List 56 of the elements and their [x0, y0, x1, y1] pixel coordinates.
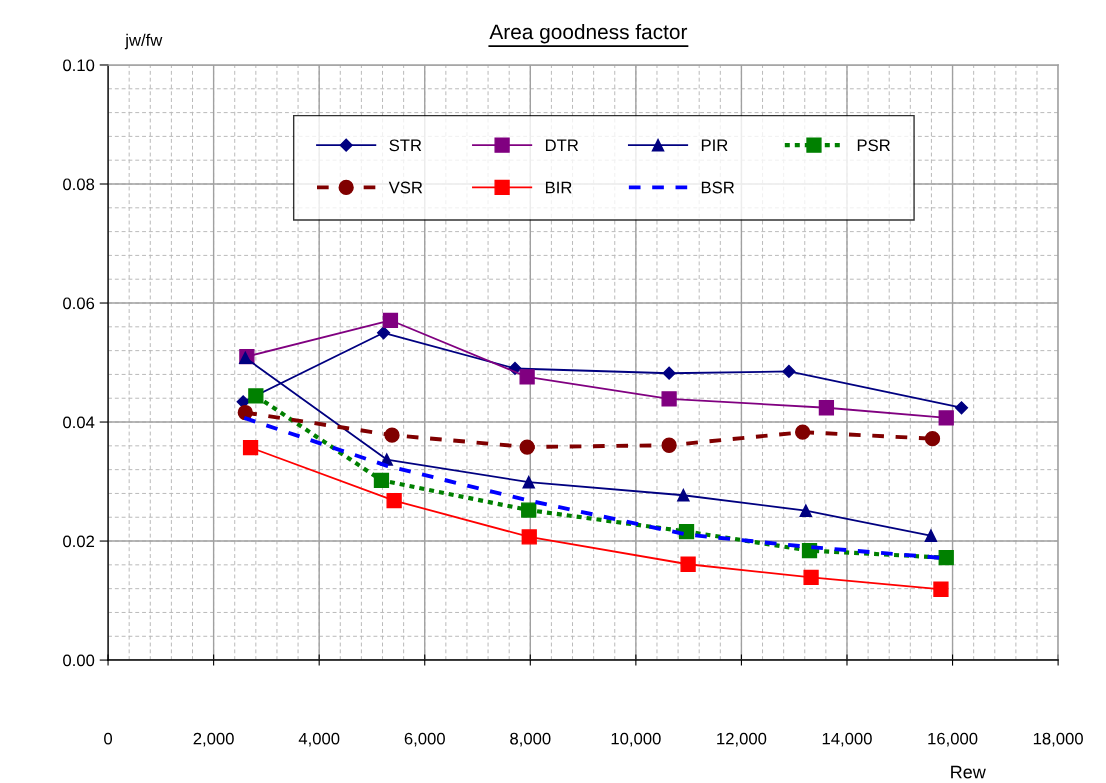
- legend-label: DTR: [545, 139, 579, 152]
- legend-label: PSR: [857, 139, 890, 152]
- point: [938, 550, 954, 566]
- y-axis-title: jw/fw: [124, 33, 163, 50]
- point: [521, 529, 537, 545]
- point: [519, 439, 535, 455]
- legend-label: PIR: [701, 139, 728, 152]
- point: [680, 556, 696, 572]
- x-tick-label: 4,000: [298, 732, 340, 747]
- point: [521, 502, 537, 518]
- point: [662, 366, 676, 380]
- y-tick-label: 0.02: [63, 535, 95, 548]
- x-tick-label: 18,000: [1033, 732, 1083, 747]
- point: [799, 504, 813, 517]
- point: [386, 492, 402, 509]
- point: [242, 439, 259, 456]
- y-tick-label: 0.06: [63, 297, 95, 310]
- point: [384, 427, 400, 443]
- x-tick-label: 16,000: [928, 732, 978, 747]
- point: [795, 424, 811, 440]
- y-tick-label: 0.00: [63, 654, 95, 667]
- point: [803, 569, 819, 585]
- point: [376, 326, 391, 340]
- y-tick-label: 0.08: [63, 178, 95, 191]
- point: [954, 401, 969, 415]
- legend-label: BIR: [545, 181, 572, 194]
- point: [661, 437, 677, 453]
- x-tick-label: 14,000: [822, 732, 872, 747]
- point: [818, 400, 835, 416]
- x-tick-label: 6,000: [404, 732, 445, 747]
- x-tick-label: 0: [104, 732, 113, 745]
- chart-title: Area goodness factor: [489, 23, 688, 44]
- point: [248, 388, 264, 404]
- point: [938, 410, 954, 426]
- point: [678, 523, 695, 540]
- x-axis-title: Rew: [951, 765, 986, 779]
- point: [933, 581, 949, 597]
- legend-label: VSR: [388, 181, 423, 194]
- y-tick-label: 0.04: [63, 416, 95, 429]
- point: [924, 529, 938, 542]
- point: [661, 391, 677, 407]
- legend-label: BSR: [701, 181, 735, 194]
- x-tick-label: 12,000: [717, 732, 767, 747]
- x-tick-label: 10,000: [611, 732, 661, 747]
- point: [924, 431, 941, 447]
- x-tick-label: 8,000: [510, 732, 551, 747]
- point: [237, 404, 253, 421]
- point: [373, 472, 390, 488]
- x-tick-label: 2,000: [193, 732, 234, 747]
- y-tick-label: 0.10: [63, 59, 95, 72]
- point: [677, 488, 690, 502]
- point: [519, 369, 535, 385]
- point: [382, 312, 399, 328]
- point: [522, 475, 535, 489]
- legend-label: STR: [389, 139, 422, 152]
- point: [782, 364, 796, 379]
